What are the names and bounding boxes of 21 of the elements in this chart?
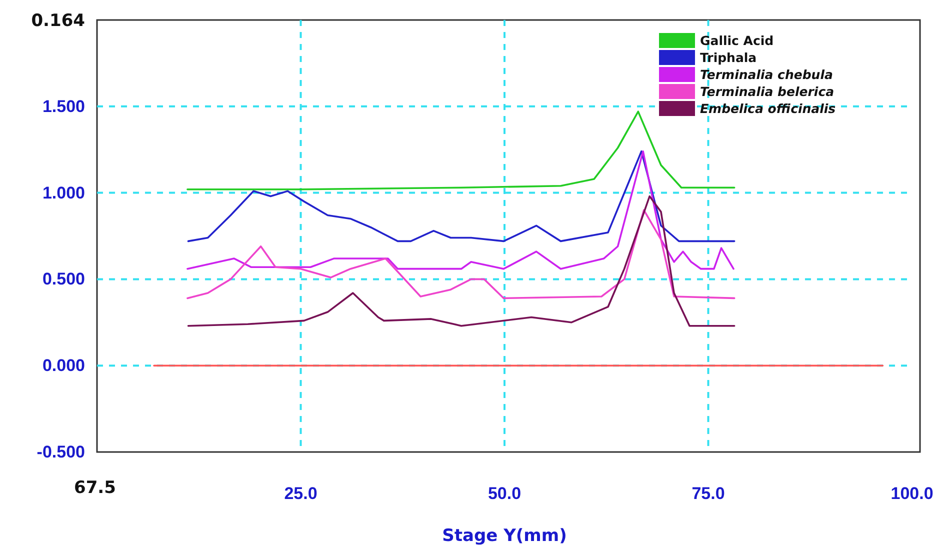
legend-label: Embelica officinalis <box>700 101 836 116</box>
y-tick-label: 1.500 <box>42 96 85 116</box>
line-series <box>187 150 736 242</box>
y-tick-label: 1.000 <box>42 183 85 202</box>
line-series <box>187 195 736 327</box>
line-series <box>186 209 736 300</box>
text: 67.5 <box>74 478 116 498</box>
x-tick-label: 75.0 <box>692 484 725 504</box>
text: 0.164 <box>31 11 86 31</box>
line-series <box>186 150 734 270</box>
x-tick-label: 25.0 <box>284 484 318 504</box>
legend-label: Triphala <box>700 50 757 65</box>
legend-label: Terminalia belerica <box>700 84 834 99</box>
y-tick-label: 0.000 <box>42 356 85 376</box>
y-tick-label: 0.500 <box>42 270 85 289</box>
legend-label: Terminalia chebula <box>700 67 833 82</box>
x-tick-label: 100.0 <box>890 484 934 504</box>
y-tick-label: -0.500 <box>36 442 85 462</box>
legend-label: Gallic Acid <box>700 33 774 48</box>
x-axis-title: Stage Y(mm) <box>442 526 567 546</box>
x-tick-label: 50.0 <box>488 484 522 504</box>
